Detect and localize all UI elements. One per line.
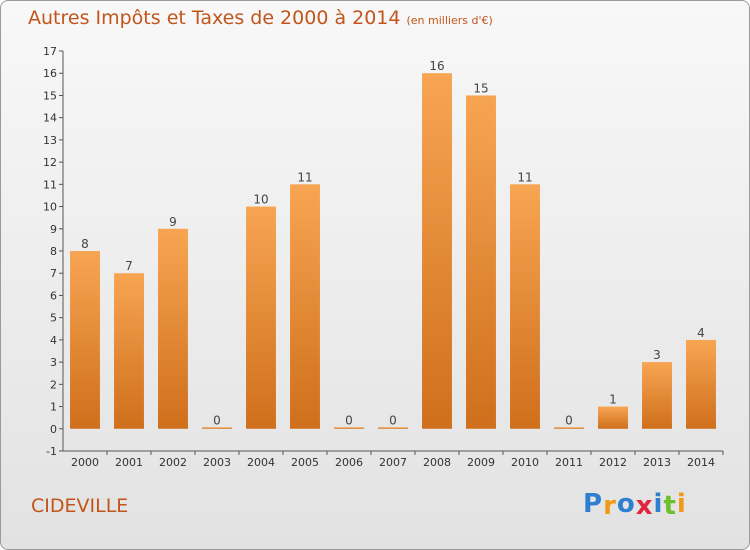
bar-2010 bbox=[510, 184, 540, 429]
y-tick-label: 1 bbox=[50, 401, 57, 414]
y-tick-label: 4 bbox=[50, 334, 57, 347]
x-tick-label: 2003 bbox=[203, 456, 231, 469]
x-tick-label: 2006 bbox=[335, 456, 363, 469]
y-tick-label: 8 bbox=[50, 245, 57, 258]
bar-2009 bbox=[466, 95, 496, 429]
x-tick-label: 2000 bbox=[71, 456, 99, 469]
y-tick-label: 5 bbox=[50, 312, 57, 325]
value-label: 0 bbox=[389, 413, 397, 427]
value-label: 8 bbox=[81, 237, 89, 251]
bar-2003 bbox=[202, 427, 232, 429]
x-tick-label: 2009 bbox=[467, 456, 495, 469]
chart-subtitle: (en milliers d'€) bbox=[406, 14, 493, 27]
value-label: 0 bbox=[345, 413, 353, 427]
logo-letter: o bbox=[616, 489, 636, 519]
bar-2012 bbox=[598, 406, 628, 429]
chart-title-text: Autres Impôts et Taxes de 2000 à 2014 bbox=[28, 7, 401, 29]
value-label: 0 bbox=[565, 413, 573, 427]
y-tick-label: 3 bbox=[50, 356, 57, 369]
value-label: 3 bbox=[653, 348, 661, 362]
value-label: 4 bbox=[697, 326, 705, 340]
x-tick-label: 2008 bbox=[423, 456, 451, 469]
bar-2007 bbox=[378, 427, 408, 429]
y-tick-label: 12 bbox=[43, 156, 57, 169]
chart-title: Autres Impôts et Taxes de 2000 à 2014 (en… bbox=[28, 7, 493, 29]
value-label: 11 bbox=[297, 170, 312, 184]
y-tick-label: 7 bbox=[50, 267, 57, 280]
x-tick-label: 2013 bbox=[643, 456, 671, 469]
bar-2006 bbox=[334, 427, 364, 429]
y-tick-label: 2 bbox=[50, 378, 57, 391]
bar-2011 bbox=[554, 427, 584, 429]
bar-2005 bbox=[290, 184, 320, 429]
bar-2004 bbox=[246, 206, 276, 429]
bar-2013 bbox=[642, 362, 672, 429]
value-label: 16 bbox=[429, 59, 444, 73]
commune-name: CIDEVILLE bbox=[31, 495, 129, 517]
value-label: 11 bbox=[517, 170, 532, 184]
y-tick-label: 15 bbox=[43, 89, 57, 102]
bar-2014 bbox=[686, 339, 716, 429]
y-tick-label: 0 bbox=[50, 423, 57, 436]
logo-letter: i bbox=[653, 489, 664, 519]
bar-2001 bbox=[114, 273, 144, 429]
y-tick-label: 13 bbox=[43, 134, 57, 147]
x-tick-label: 2012 bbox=[599, 456, 627, 469]
value-label: 7 bbox=[125, 259, 133, 273]
bar-2000 bbox=[70, 251, 100, 429]
x-tick-label: 2014 bbox=[687, 456, 715, 469]
value-label: 9 bbox=[169, 215, 177, 229]
proxiti-logo[interactable]: Proxiti bbox=[583, 489, 687, 521]
y-tick-label: 9 bbox=[50, 223, 57, 236]
x-tick-label: 2011 bbox=[555, 456, 583, 469]
y-tick-label: -1 bbox=[46, 445, 57, 458]
logo-letter: r bbox=[603, 491, 617, 521]
bar-2008 bbox=[422, 73, 452, 429]
value-label: 0 bbox=[213, 413, 221, 427]
logo-letter: P bbox=[583, 489, 604, 519]
x-tick-label: 2007 bbox=[379, 456, 407, 469]
x-tick-label: 2010 bbox=[511, 456, 539, 469]
x-tick-label: 2004 bbox=[247, 456, 275, 469]
x-tick-label: 2001 bbox=[115, 456, 143, 469]
y-tick-label: 10 bbox=[43, 201, 57, 214]
y-tick-label: 14 bbox=[43, 112, 57, 125]
logo-letter: t bbox=[663, 491, 677, 521]
y-tick-label: 11 bbox=[43, 178, 57, 191]
logo-letter: x bbox=[635, 491, 654, 521]
x-tick-label: 2005 bbox=[291, 456, 319, 469]
value-label: 15 bbox=[473, 81, 488, 95]
y-tick-label: 6 bbox=[50, 289, 57, 302]
x-tick-label: 2002 bbox=[159, 456, 187, 469]
value-label: 10 bbox=[253, 193, 268, 207]
bar-2002 bbox=[158, 228, 188, 429]
y-tick-label: 16 bbox=[43, 67, 57, 80]
y-tick-label: 17 bbox=[43, 45, 57, 58]
logo-letter: i bbox=[676, 489, 687, 519]
value-label: 1 bbox=[609, 393, 617, 407]
